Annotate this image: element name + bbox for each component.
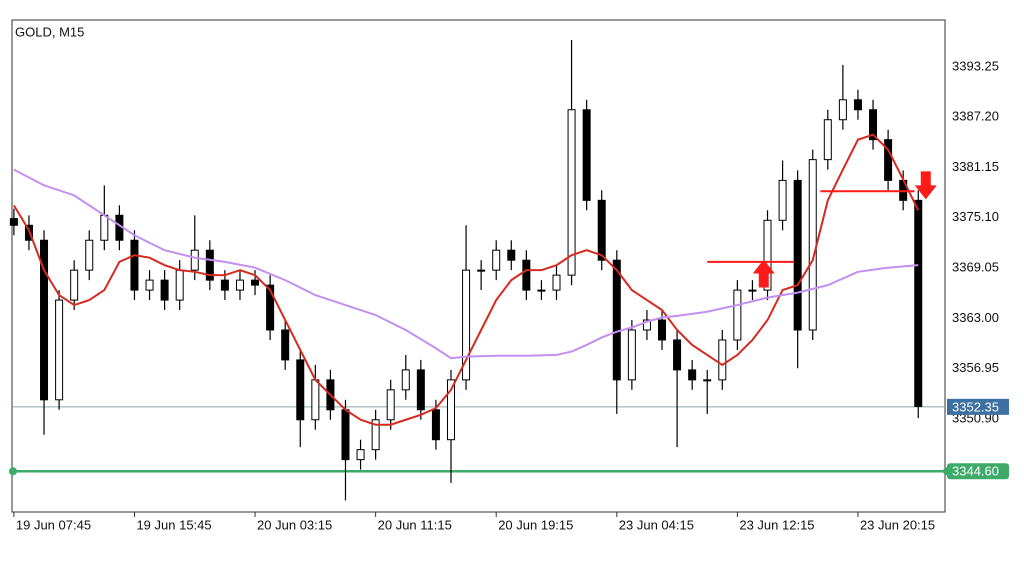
candle-body <box>371 419 380 451</box>
candle-body <box>688 369 697 381</box>
y-tick-label: 3369.05 <box>952 260 999 275</box>
candle-body <box>853 99 862 111</box>
chart-title: GOLD, M15 <box>15 24 84 39</box>
candle-body <box>567 109 576 276</box>
candle-body <box>507 249 516 261</box>
candle-body <box>281 329 290 361</box>
price-label: 3344.60 <box>952 464 999 479</box>
candle-body <box>869 109 878 141</box>
candle-body <box>160 279 169 301</box>
candle-body <box>85 239 94 271</box>
price-label: 3352.35 <box>952 399 999 414</box>
candle-body <box>748 289 757 292</box>
candle-body <box>190 249 199 271</box>
candle-body <box>642 319 651 331</box>
candle-body <box>401 369 410 391</box>
signal-arrow <box>752 259 775 288</box>
candle-body <box>838 99 847 121</box>
candle-body <box>763 219 772 291</box>
candle-body <box>778 179 787 221</box>
candle-body <box>145 279 154 291</box>
candle-body <box>55 299 64 401</box>
x-tick-label: 19 Jun 07:45 <box>16 517 91 532</box>
candle-body <box>205 249 214 281</box>
candle-body <box>40 239 49 401</box>
moving-average <box>13 133 920 426</box>
x-tick-label: 23 Jun 12:15 <box>739 517 814 532</box>
candle-body <box>416 369 425 411</box>
y-tick-label: 3381.15 <box>952 159 999 174</box>
candle-body <box>718 339 727 381</box>
candle-body <box>582 109 591 201</box>
y-tick-label: 3393.25 <box>952 58 999 73</box>
plot-frame <box>11 19 946 513</box>
x-tick-label: 20 Jun 19:15 <box>498 517 573 532</box>
candle-body <box>175 269 184 301</box>
candle-body <box>808 159 817 331</box>
x-tick-label: 23 Jun 20:15 <box>860 517 935 532</box>
candle-body <box>462 269 471 381</box>
candle-body <box>597 199 606 261</box>
candle-body <box>658 319 667 341</box>
candle-body <box>431 409 440 441</box>
candle-body <box>266 284 275 331</box>
candle-body <box>446 379 455 441</box>
candle-body <box>552 274 561 291</box>
price-line-handle <box>9 467 17 476</box>
candle-body <box>477 269 486 272</box>
candle-body <box>522 259 531 291</box>
candle-body <box>914 199 923 407</box>
y-tick-label: 3387.20 <box>952 109 999 124</box>
candle-body <box>356 449 365 461</box>
candle-body <box>627 329 636 381</box>
moving-average <box>13 168 919 360</box>
candle-body <box>733 289 742 341</box>
price-label-box <box>947 398 1009 415</box>
candle-body <box>386 389 395 421</box>
candle-body <box>823 119 832 161</box>
candle-body <box>703 379 712 382</box>
price-line-handle <box>943 467 951 476</box>
price-label-box <box>947 463 1009 480</box>
candle-body <box>537 289 546 292</box>
candle-body <box>70 269 79 301</box>
candle-body <box>341 409 350 461</box>
x-tick-label: 20 Jun 03:15 <box>257 517 332 532</box>
y-tick-label: 3375.10 <box>952 209 999 224</box>
candle-body <box>492 249 501 271</box>
candle-body <box>673 339 682 371</box>
candle-body <box>612 259 621 381</box>
candle-body <box>296 359 305 421</box>
candle-body <box>130 239 139 291</box>
candle-body <box>311 379 320 421</box>
y-tick-label: 3356.95 <box>952 360 999 375</box>
candle-body <box>100 214 109 241</box>
signal-arrow <box>914 171 937 200</box>
x-tick-label: 23 Jun 04:15 <box>619 517 694 532</box>
candle-body <box>220 279 229 291</box>
x-tick-label: 20 Jun 11:15 <box>378 517 452 532</box>
candle-body <box>884 139 893 181</box>
candle-body <box>793 179 802 331</box>
x-tick-label: 19 Jun 15:45 <box>136 517 211 532</box>
candle-body <box>9 218 18 226</box>
candle-body <box>251 279 260 286</box>
y-tick-label: 3363.00 <box>952 310 999 325</box>
candle-body <box>235 279 244 291</box>
